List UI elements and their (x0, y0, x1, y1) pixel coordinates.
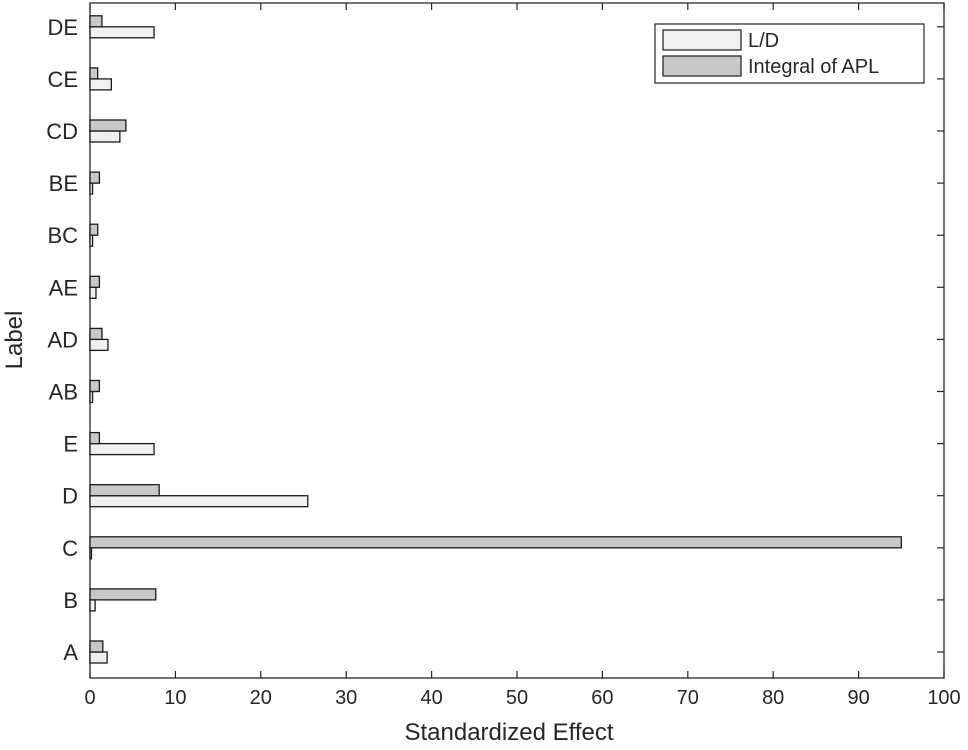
y-tick-label-ab: AB (49, 380, 78, 405)
bar-apl-ce (89, 67, 99, 80)
legend-label-ld: L/D (748, 30, 779, 52)
y-tick-label-c: C (62, 536, 78, 561)
bar-ld-e (89, 442, 155, 456)
y-tick-label-a: A (63, 640, 78, 665)
bar-apl-de (89, 15, 103, 28)
x-tick-label-80: 80 (762, 687, 784, 709)
bar-ld-bc (89, 234, 94, 247)
bar-ld-cd (89, 130, 121, 143)
bar-apl-ab (89, 379, 101, 393)
x-tick-label-70: 70 (677, 687, 699, 709)
bar-apl-ae (89, 275, 101, 288)
x-tick-label-50: 50 (506, 687, 528, 709)
bar-apl-cd (89, 119, 127, 132)
bar-ld-ad (89, 338, 109, 352)
y-tick-label-ae: AE (49, 275, 78, 300)
y-tick-label-d: D (62, 484, 78, 509)
x-tick-label-30: 30 (335, 687, 357, 709)
y-tick-label-cd: CD (46, 119, 78, 144)
y-tick-label-ce: CE (47, 67, 78, 92)
legend: L/D Integral of APL (654, 23, 925, 84)
x-axis-label: Standardized Effect (404, 719, 613, 745)
legend-swatch-ld (662, 29, 742, 51)
legend-label-apl: Integral of APL (748, 56, 879, 78)
x-tick-label-10: 10 (164, 687, 186, 709)
bar-apl-b (89, 588, 157, 601)
y-tick-label-e: E (63, 432, 78, 457)
y-tick-label-bc: BC (47, 223, 78, 248)
bar-ld-ce (89, 78, 113, 91)
bar-apl-a (89, 640, 104, 653)
x-tick-label-0: 0 (84, 687, 95, 709)
y-tick-label-de: DE (47, 15, 78, 40)
bar-apl-c (89, 536, 902, 549)
plot-area (89, 2, 945, 679)
bar-ld-b (89, 599, 96, 612)
legend-swatch-apl (662, 55, 742, 77)
x-tick-label-40: 40 (420, 687, 442, 709)
y-tick-label-be: BE (49, 171, 78, 196)
bar-ld-be (89, 182, 94, 195)
bar-ld-a (89, 651, 108, 664)
bar-ld-d (89, 495, 309, 508)
bar-apl-be (89, 171, 101, 184)
x-tick-label-60: 60 (591, 687, 613, 709)
bar-ld-ab (89, 390, 94, 404)
y-axis-label: Label (1, 311, 28, 370)
bar-apl-ad (89, 327, 103, 341)
bar-ld-ae (89, 286, 97, 299)
x-tick-label-100: 100 (927, 687, 960, 709)
x-tick-label-20: 20 (250, 687, 272, 709)
bar-ld-de (89, 26, 155, 39)
x-tick-label-90: 90 (847, 687, 869, 709)
bar-apl-d (89, 484, 160, 497)
bar-ld-c (89, 547, 93, 560)
y-tick-label-ad: AD (47, 327, 78, 352)
bar-apl-bc (89, 223, 99, 236)
y-tick-label-b: B (63, 588, 78, 613)
bar-apl-e (89, 431, 101, 445)
